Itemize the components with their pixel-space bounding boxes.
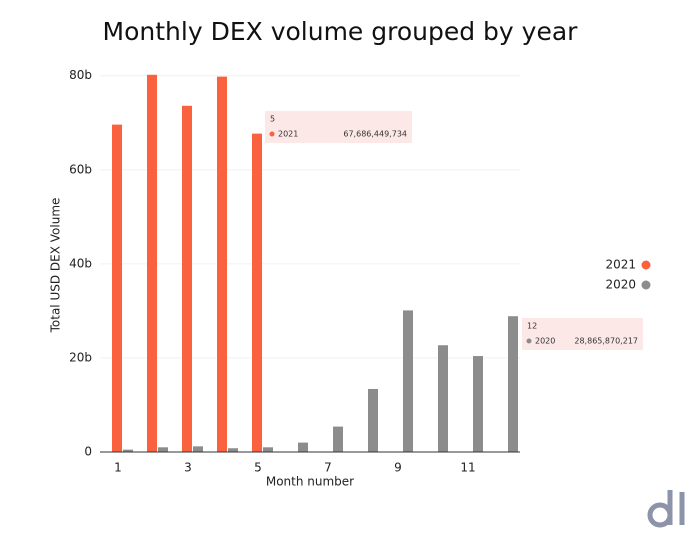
x-tick-label: 7 [324,461,332,475]
tooltip-series: 2021 [278,130,298,139]
bar [217,76,227,453]
y-tick-label: 60b [69,162,92,176]
y-tick-label: 40b [69,256,92,270]
x-tick-label: 11 [460,461,475,475]
y-axis-label: Total USD DEX Volume [49,198,63,334]
bar [263,447,273,452]
tooltip-marker [269,131,275,137]
x-axis-label: Month number [266,475,354,489]
tooltip-box [522,318,643,350]
bar [252,133,262,453]
tooltip-title: 12 [527,322,537,331]
bar [368,388,378,452]
bar [147,74,157,452]
legend-label: 2020 [605,278,636,292]
bar [298,442,308,452]
tooltip-series: 2020 [535,337,555,346]
tooltip-value: 28,865,870,217 [574,337,638,346]
x-tick-label: 1 [114,461,122,475]
legend-marker [641,260,651,270]
bar [182,105,192,453]
y-tick-label: 0 [84,445,92,459]
x-tick-label: 5 [254,461,262,475]
x-tick-label: 9 [394,461,402,475]
bar [333,426,343,452]
y-tick-label: 20b [69,350,92,364]
bar [158,447,168,452]
bar [403,310,413,452]
tooltip-marker [526,338,532,344]
bar [228,448,238,452]
legend-marker [641,280,651,290]
legend-label: 2021 [605,258,636,272]
bar [193,446,203,452]
tooltip-title: 5 [270,115,275,124]
bar [112,124,122,452]
tooltip-value: 67,686,449,734 [343,130,407,139]
logo [647,490,685,528]
bar [438,345,448,452]
x-tick-label: 3 [184,461,192,475]
tooltip-box [265,111,412,143]
bar [473,356,483,452]
tooltip: 12 2020 28,865,870,217 [522,318,643,350]
chart-title: Monthly DEX volume grouped by year [103,17,579,46]
bar [508,316,518,452]
bar [123,449,133,452]
y-tick-label: 80b [69,68,92,82]
